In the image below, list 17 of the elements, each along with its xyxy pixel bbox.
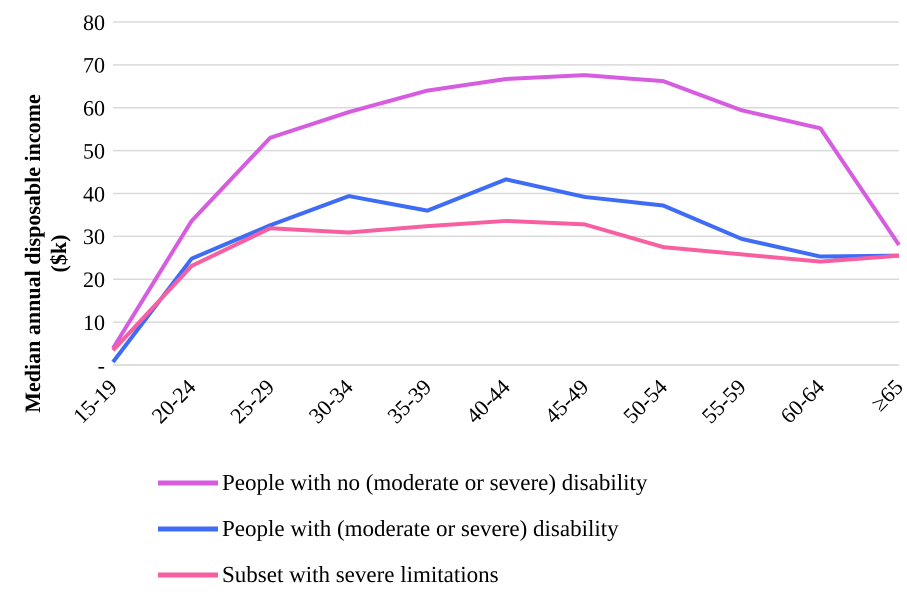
line-series [111,218,901,352]
y-tick-label: 50 [83,138,105,164]
y-tick-label: 20 [83,267,105,292]
x-tick-label: ≥65 [866,374,907,416]
line-series [111,73,901,350]
y-tick-label: 70 [83,52,105,78]
y-tick-label: 10 [83,310,105,335]
y-tick-label: 60 [83,96,105,121]
y-tick-label: 30 [83,224,105,250]
legend-label: Subset with severe limitations [222,561,499,589]
y-tick-label: 40 [83,181,105,206]
legend-label: People with (moderate or severe) disability [222,515,619,543]
y-tick-label: - [98,352,105,378]
y-tick-label: 80 [83,10,105,35]
line-series [111,177,901,364]
y-axis-title: Median annual disposable income ($k) [20,94,71,413]
legend-label: People with no (moderate or severe) disability [222,469,648,497]
